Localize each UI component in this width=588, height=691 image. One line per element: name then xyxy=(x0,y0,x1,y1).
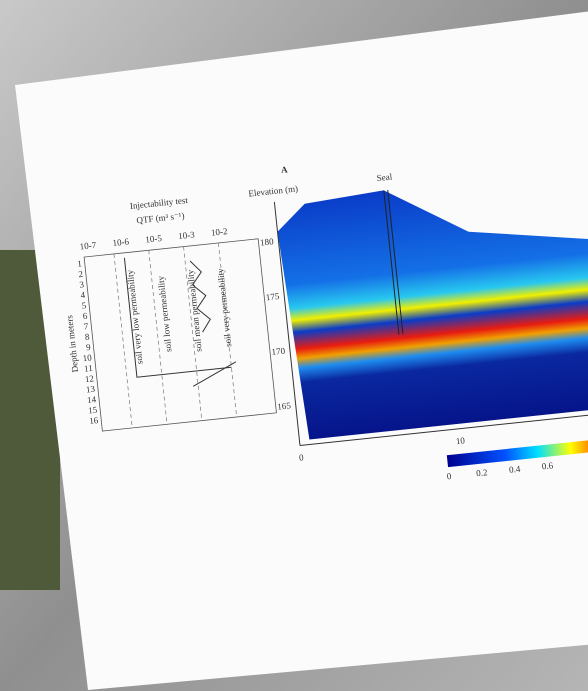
qtf-tick: 10-2 xyxy=(210,226,227,238)
depth-tick: 13 xyxy=(85,384,95,395)
test-curve xyxy=(192,361,237,387)
depth-tick: 16 xyxy=(89,415,99,426)
depth-tick: 11 xyxy=(84,363,94,374)
elevation-tick: 165 xyxy=(277,400,292,411)
qtf-guide xyxy=(113,253,133,429)
colorbar xyxy=(446,437,588,468)
qtf-tick: 10-5 xyxy=(145,233,163,245)
depth-tick: 8 xyxy=(84,331,90,341)
seal-line xyxy=(387,189,404,335)
test-curve xyxy=(189,260,211,333)
log-frame xyxy=(83,238,277,432)
elevation-tick: 170 xyxy=(271,346,286,357)
qtf-tick: 10-6 xyxy=(112,236,130,248)
qtf-tick: 10-7 xyxy=(79,240,97,252)
depth-tick: 7 xyxy=(83,321,89,331)
qtf-guide xyxy=(183,246,203,421)
qtf-tick: 10-3 xyxy=(178,229,196,241)
elevation-tick: 180 xyxy=(260,236,275,247)
distance-axis xyxy=(299,412,588,447)
depth-tick: 9 xyxy=(86,342,92,352)
test-curve xyxy=(123,257,232,378)
seal-line xyxy=(383,190,400,335)
colorbar-tick: 0.2 xyxy=(476,467,488,478)
depth-tick: 6 xyxy=(82,311,88,321)
colorbar-tick: 0.6 xyxy=(541,460,554,471)
depth-tick: 2 xyxy=(78,269,84,279)
depth-tick: 14 xyxy=(87,394,97,405)
distance-tick: 0 xyxy=(298,452,304,462)
distance-tick: 10 xyxy=(455,435,465,446)
depth-tick: 5 xyxy=(81,300,87,310)
colorbar-tick: 0.4 xyxy=(509,464,522,475)
elevation-axis xyxy=(273,201,301,446)
elevation-tick: 175 xyxy=(265,291,280,302)
depth-tick: 3 xyxy=(79,279,85,289)
qtf-guide xyxy=(218,242,238,418)
panel-label: A xyxy=(281,164,289,175)
colorbar-tick: 0 xyxy=(446,471,452,481)
contour-section xyxy=(277,190,588,440)
depth-tick: 12 xyxy=(84,373,94,384)
depth-tick: 10 xyxy=(82,352,92,363)
depth-tick: 4 xyxy=(80,290,86,300)
seal-label: Seal xyxy=(376,171,393,183)
depth-tick: 1 xyxy=(77,258,83,268)
qtf-guide xyxy=(148,250,168,425)
depth-tick: 15 xyxy=(88,405,98,416)
